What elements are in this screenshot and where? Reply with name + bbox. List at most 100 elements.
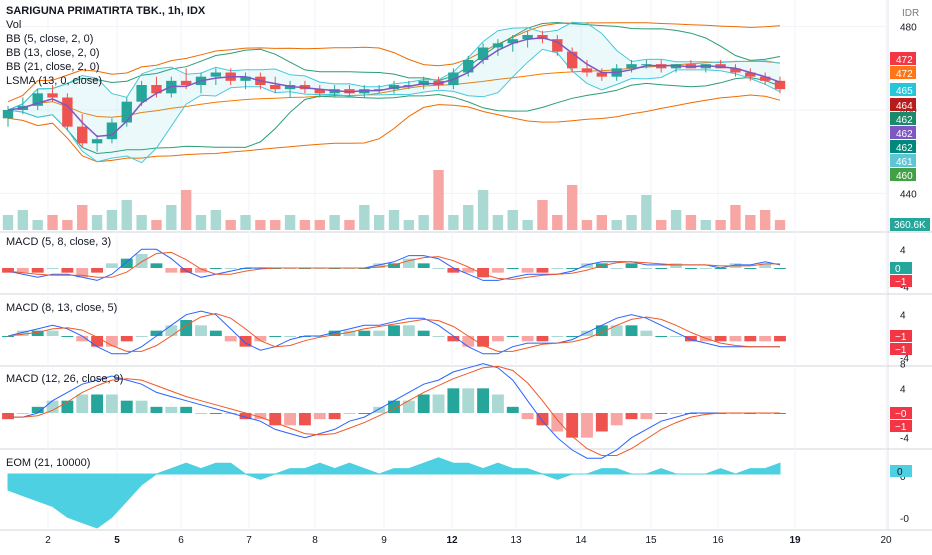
volume-bar bbox=[566, 185, 578, 230]
x-tick-label: 14 bbox=[575, 535, 587, 546]
volume-bar bbox=[730, 205, 741, 230]
currency-label: IDR bbox=[902, 8, 919, 19]
macd1-hist-bar bbox=[447, 268, 460, 273]
volume-bar bbox=[180, 190, 192, 230]
macd1-hist-bar bbox=[625, 263, 638, 268]
price-badge-label: 462 bbox=[896, 143, 913, 154]
macd2-hist-bar bbox=[46, 330, 59, 336]
macd3-hist-bar bbox=[195, 413, 207, 414]
volume-bar bbox=[106, 210, 118, 230]
macd2-hist-bar bbox=[254, 336, 267, 342]
volume-bar bbox=[463, 205, 474, 230]
macd3-hist-bar bbox=[298, 413, 311, 426]
volume-bar bbox=[151, 220, 162, 230]
volume-bar bbox=[373, 215, 385, 230]
price-badge-label: 462 bbox=[896, 129, 913, 140]
macd2-hist-bar bbox=[670, 336, 683, 337]
candle-body bbox=[32, 93, 43, 106]
candle-body bbox=[151, 85, 162, 94]
macd1-hist-bar bbox=[373, 263, 386, 268]
candle bbox=[91, 135, 103, 152]
candle-body bbox=[210, 72, 222, 77]
macd3-hist-bar bbox=[150, 406, 163, 413]
macd2-hist-bar bbox=[402, 325, 415, 336]
legend-bb5[interactable]: BB (5, close, 2, 0) bbox=[6, 33, 94, 45]
eom-label[interactable]: EOM (21, 10000) bbox=[6, 457, 91, 469]
macd1-hist-bar bbox=[388, 263, 400, 268]
volume-bar bbox=[581, 220, 593, 230]
x-tick-label: 19 bbox=[789, 535, 801, 546]
eom-area bbox=[7, 457, 781, 529]
macd1-hist-bar bbox=[477, 268, 490, 278]
macd1-hist-bar bbox=[506, 268, 519, 269]
candle bbox=[492, 39, 504, 56]
macd1-tick-label: 4 bbox=[900, 245, 906, 256]
macd3-hist-bar bbox=[135, 400, 148, 413]
macd3-hist-bar bbox=[16, 413, 29, 414]
volume-bar bbox=[685, 215, 697, 230]
macd1-badge bbox=[890, 262, 912, 274]
macd1-hist-bar bbox=[180, 268, 193, 273]
macd3-label[interactable]: MACD (12, 26, close, 9) bbox=[6, 373, 124, 385]
volume-bar bbox=[492, 215, 504, 230]
macd3-hist-bar bbox=[521, 413, 534, 420]
volume-bar bbox=[329, 215, 340, 230]
macd2-hist-bar bbox=[595, 325, 608, 336]
macd2-hist-bar bbox=[150, 330, 163, 336]
macd1-hist-bar bbox=[684, 268, 697, 269]
price-badge bbox=[890, 52, 916, 65]
macd2-hist-bar bbox=[714, 336, 727, 342]
eom-tick-label: -0 bbox=[900, 514, 909, 525]
volume-bar bbox=[121, 200, 132, 230]
macd3-badge-label: −1 bbox=[895, 422, 907, 433]
volume-bar bbox=[77, 205, 88, 230]
price-badge bbox=[890, 98, 916, 111]
legend-vol[interactable]: Vol bbox=[6, 19, 22, 31]
macd3-tick-label: -4 bbox=[900, 434, 909, 445]
volume-bar bbox=[715, 220, 726, 230]
macd2-hist-bar bbox=[462, 336, 475, 347]
macd3-hist-bar bbox=[91, 394, 104, 413]
macd2-hist-bar bbox=[284, 336, 297, 337]
macd3-hist-bar bbox=[180, 406, 193, 413]
macd3-hist-bar bbox=[254, 413, 267, 420]
price-badge bbox=[890, 140, 916, 153]
candle-body bbox=[314, 89, 325, 94]
macd1-hist-bar bbox=[655, 268, 668, 269]
macd2-hist-bar bbox=[343, 330, 356, 336]
macd2-badge bbox=[890, 330, 912, 342]
macd3-hist-bar bbox=[432, 394, 445, 413]
legend-bb21[interactable]: BB (21, close, 2, 0) bbox=[6, 61, 100, 73]
macd2-label[interactable]: MACD (8, 13, close, 5) bbox=[6, 302, 118, 314]
macd2-hist-bar bbox=[135, 336, 148, 337]
legend-lsma[interactable]: LSMA (13, 0, close) bbox=[6, 75, 102, 87]
macd1-label[interactable]: MACD (5, 8, close, 3) bbox=[6, 236, 112, 248]
volume-bar bbox=[299, 220, 311, 230]
macd1-hist-bar bbox=[2, 268, 14, 273]
legend-bb13[interactable]: BB (13, close, 2, 0) bbox=[6, 47, 100, 59]
candle-body bbox=[774, 80, 786, 90]
macd1-badge-label: 0 bbox=[895, 264, 901, 275]
macd3-hist-bar bbox=[120, 400, 133, 413]
macd3-hist-bar bbox=[566, 413, 579, 438]
macd1-hist-bar bbox=[46, 268, 59, 269]
macd1-hist-bar bbox=[165, 268, 178, 273]
macd2-hist-bar bbox=[2, 336, 14, 337]
macd2-tick-label: -4 bbox=[900, 353, 909, 364]
candle-body bbox=[373, 89, 385, 91]
candle-body bbox=[180, 80, 192, 85]
macd2-tick-label: 4 bbox=[900, 311, 906, 322]
volume-bar bbox=[17, 210, 29, 230]
volume-bar bbox=[240, 215, 251, 230]
volume-bar bbox=[433, 170, 444, 230]
macd2-hist-bar bbox=[328, 330, 341, 336]
candle-body bbox=[106, 122, 118, 140]
volume-bar bbox=[388, 210, 400, 230]
macd2-hist-bar bbox=[491, 336, 504, 342]
macd3-hist-bar bbox=[506, 406, 519, 413]
macd2-badge-label: −1 bbox=[895, 345, 907, 356]
candle-body bbox=[730, 68, 741, 73]
volume-bar bbox=[745, 215, 756, 230]
volume-bar bbox=[759, 210, 771, 230]
